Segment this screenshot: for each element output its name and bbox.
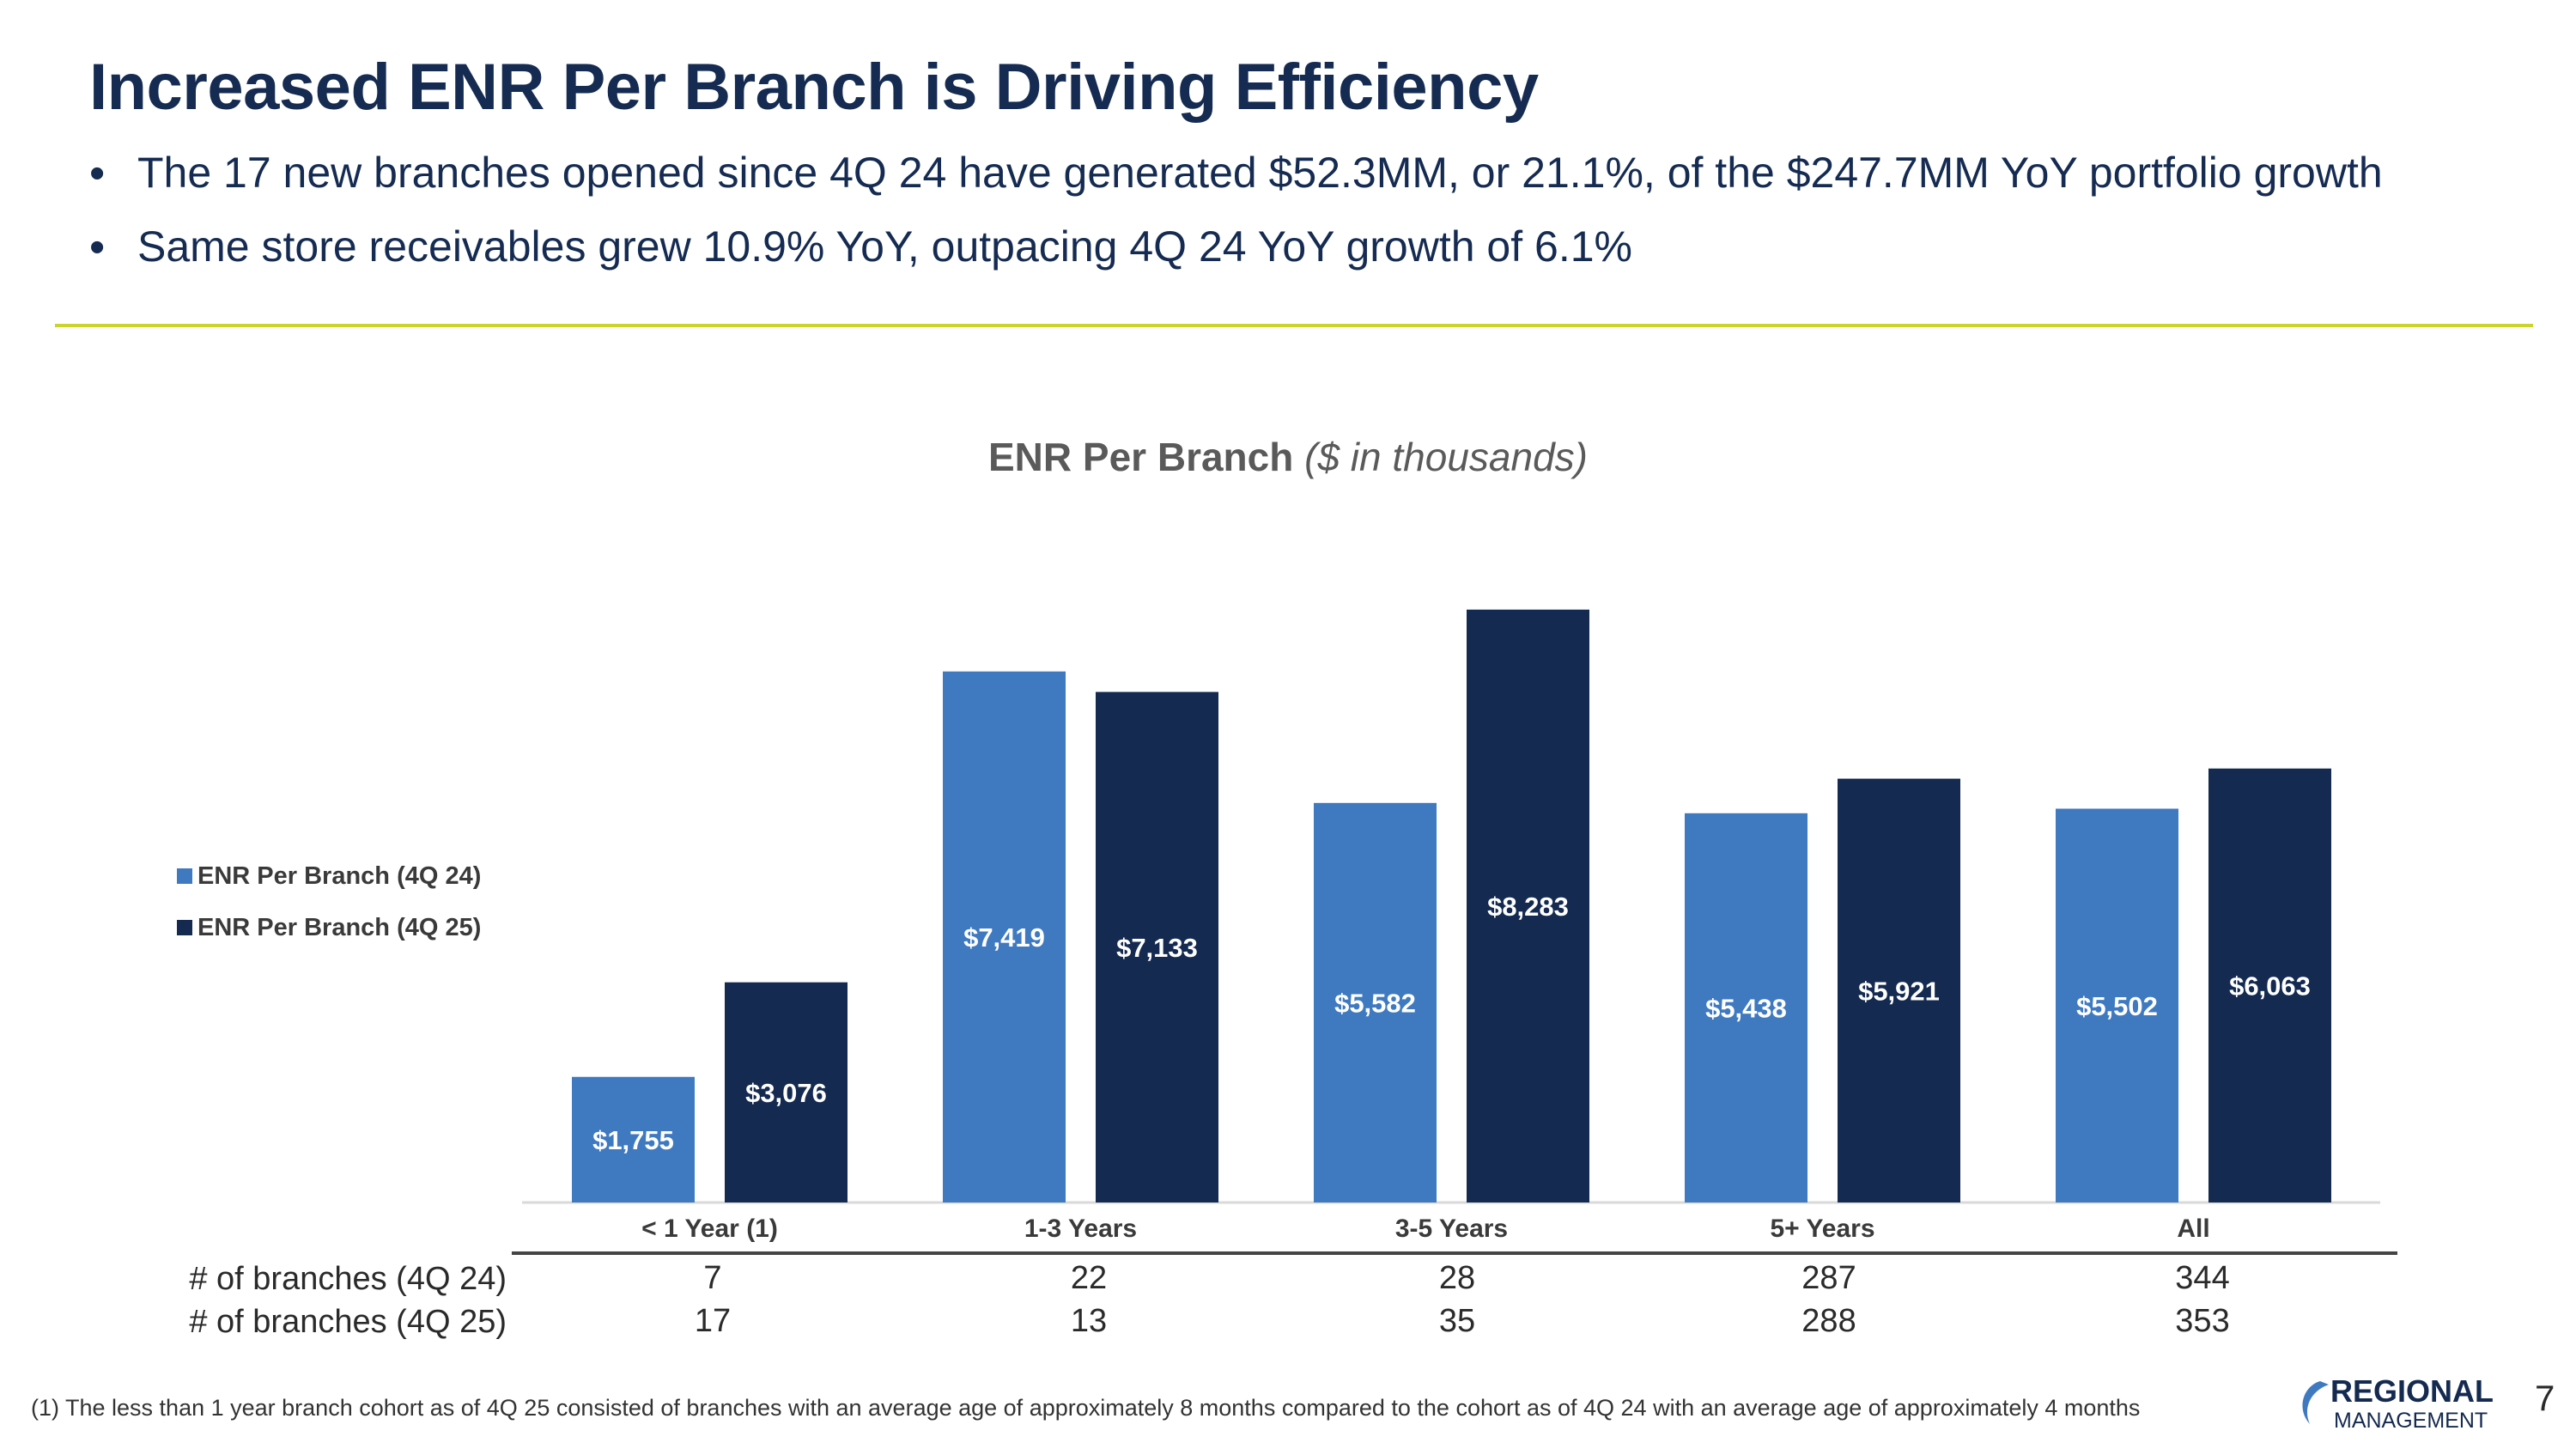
legend-label: ENR Per Branch (4Q 24) <box>197 861 482 890</box>
bullet-item: • The 17 new branches opened since 4Q 24… <box>89 148 2383 222</box>
legend-label: ENR Per Branch (4Q 25) <box>197 913 482 941</box>
branch-count-cell: 353 <box>2175 1303 2229 1339</box>
page-title: Increased ENR Per Branch is Driving Effi… <box>89 51 1539 124</box>
branch-count-cell: 287 <box>1801 1260 1856 1296</box>
branch-count-cell: 35 <box>1439 1303 1475 1339</box>
branch-row-label-4q24: # of branches (4Q 24) <box>189 1261 507 1297</box>
data-label: $7,133 <box>1116 933 1198 963</box>
chart-legend: ENR Per Branch (4Q 24) ENR Per Branch (4… <box>177 850 481 953</box>
bar-4q24-2 <box>1314 802 1437 1202</box>
branch-count-cell: 13 <box>1071 1303 1107 1339</box>
branch-count-cell: 288 <box>1801 1303 1856 1339</box>
chart-title-subtitle: ($ in thousands) <box>1304 435 1588 479</box>
bar-4q25-1 <box>1096 691 1218 1202</box>
logo-text-top: REGIONAL <box>2330 1374 2494 1409</box>
divider-rule <box>55 324 2533 327</box>
x-tick-label: 3-5 Years <box>1395 1215 1508 1243</box>
data-label: $7,419 <box>963 922 1045 953</box>
bullet-list: • The 17 new branches opened since 4Q 24… <box>89 148 2383 295</box>
branch-count-cell: 344 <box>2175 1260 2229 1296</box>
legend-item-4q24: ENR Per Branch (4Q 24) <box>177 850 481 902</box>
chart-title: ENR Per Branch ($ in thousands) <box>0 434 2576 480</box>
x-tick-label: 5+ Years <box>1770 1215 1874 1243</box>
data-label: $3,076 <box>745 1078 827 1108</box>
data-label: $5,582 <box>1334 988 1416 1018</box>
data-label: $5,921 <box>1858 976 1940 1006</box>
bar-4q24-0 <box>572 1076 695 1202</box>
bullet-dot-icon: • <box>89 149 106 198</box>
legend-item-4q25: ENR Per Branch (4Q 25) <box>177 902 481 953</box>
bullet-text: The 17 new branches opened since 4Q 24 h… <box>137 149 2383 197</box>
bullet-dot-icon: • <box>89 222 106 272</box>
chart-title-main: ENR Per Branch <box>988 435 1294 479</box>
footnote: (1) The less than 1 year branch cohort a… <box>31 1395 2141 1421</box>
bar-4q25-2 <box>1467 609 1589 1202</box>
bar-4q25-4 <box>2208 768 2331 1202</box>
x-tick-label: All <box>2177 1215 2209 1243</box>
bullet-item: • Same store receivables grew 10.9% YoY,… <box>89 222 2383 295</box>
branch-count-cell: 28 <box>1439 1260 1475 1296</box>
bar-4q24-4 <box>2056 808 2178 1202</box>
x-tick-label: < 1 Year (1) <box>641 1215 778 1243</box>
bar-4q25-0 <box>725 982 848 1202</box>
logo-swoosh-icon <box>2302 1381 2329 1424</box>
bar-4q25-3 <box>1838 778 1960 1202</box>
data-label: $5,502 <box>2076 991 2158 1021</box>
bar-4q24-1 <box>943 671 1066 1202</box>
branch-count-cell: 17 <box>695 1303 731 1339</box>
page-number: 7 <box>2535 1378 2555 1418</box>
logo-text-bottom: MANAGEMENT <box>2334 1409 2488 1433</box>
regional-management-logo: REGIONAL MANAGEMENT <box>2302 1374 2494 1433</box>
branch-count-cell: 7 <box>703 1260 721 1296</box>
branch-row-label-4q25: # of branches (4Q 25) <box>189 1304 507 1340</box>
data-label: $1,755 <box>592 1125 674 1155</box>
data-label: $8,283 <box>1487 892 1569 922</box>
legend-swatch-4q24-icon <box>177 868 192 884</box>
bullet-text: Same store receivables grew 10.9% YoY, o… <box>137 222 1632 271</box>
bar-4q24-3 <box>1685 813 1807 1202</box>
data-label: $6,063 <box>2229 971 2311 1001</box>
x-tick-label: 1-3 Years <box>1024 1215 1137 1243</box>
legend-swatch-4q25-icon <box>177 920 192 935</box>
data-label: $5,438 <box>1705 993 1787 1023</box>
branch-count-cell: 22 <box>1071 1260 1107 1296</box>
